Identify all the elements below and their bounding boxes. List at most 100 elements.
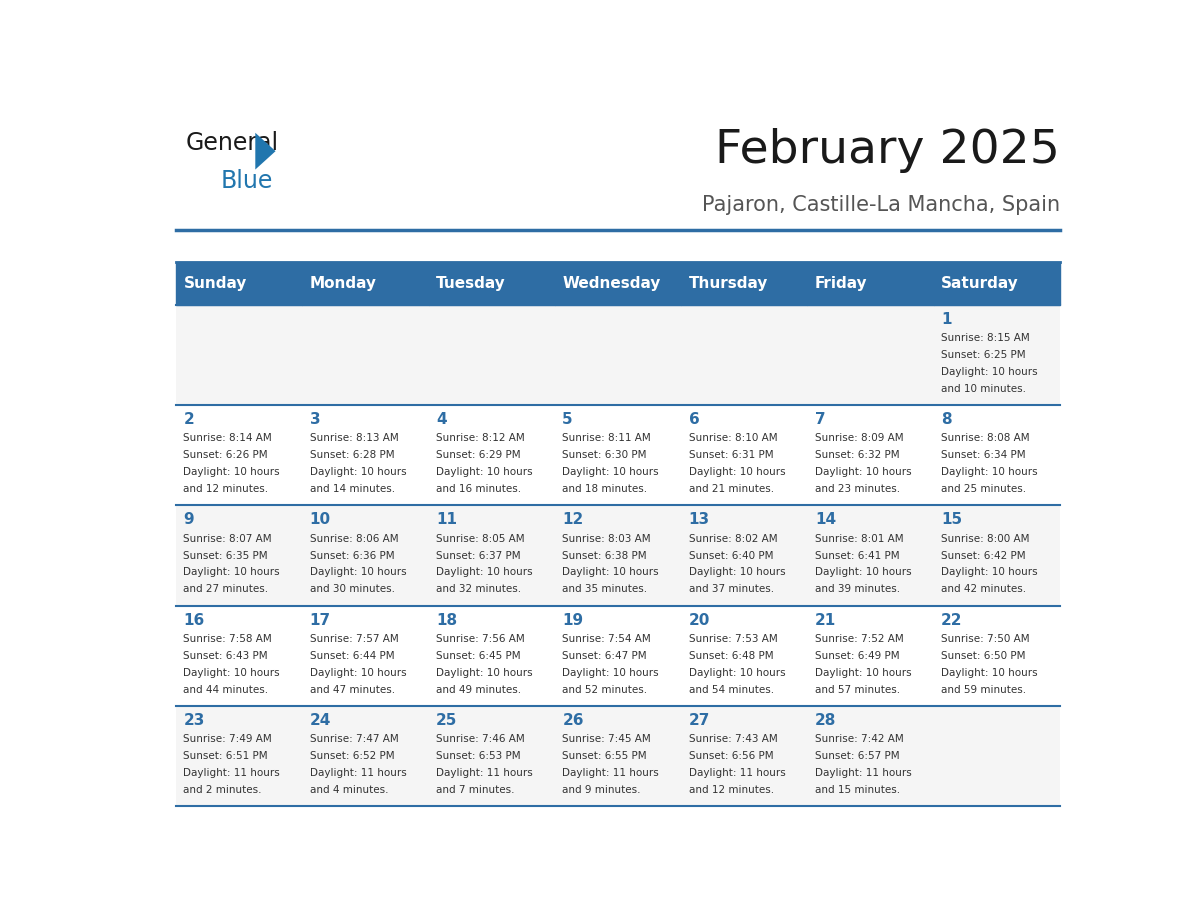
- Text: 9: 9: [183, 512, 194, 527]
- Text: 19: 19: [562, 612, 583, 628]
- Text: Sunset: 6:32 PM: Sunset: 6:32 PM: [815, 450, 899, 460]
- Text: 6: 6: [689, 412, 700, 427]
- Text: Sunset: 6:56 PM: Sunset: 6:56 PM: [689, 751, 773, 761]
- Text: Sunrise: 7:52 AM: Sunrise: 7:52 AM: [815, 634, 904, 644]
- FancyBboxPatch shape: [681, 505, 808, 606]
- Text: 18: 18: [436, 612, 457, 628]
- Text: and 42 minutes.: and 42 minutes.: [941, 585, 1026, 595]
- Text: Wednesday: Wednesday: [562, 275, 661, 291]
- Text: Sunrise: 8:11 AM: Sunrise: 8:11 AM: [562, 433, 651, 443]
- FancyBboxPatch shape: [934, 305, 1060, 405]
- Text: Sunrise: 7:57 AM: Sunrise: 7:57 AM: [310, 634, 398, 644]
- Text: Sunset: 6:45 PM: Sunset: 6:45 PM: [436, 651, 520, 661]
- Text: and 7 minutes.: and 7 minutes.: [436, 785, 514, 795]
- Text: Sunrise: 8:06 AM: Sunrise: 8:06 AM: [310, 533, 398, 543]
- FancyBboxPatch shape: [555, 305, 681, 405]
- Text: Sunrise: 8:02 AM: Sunrise: 8:02 AM: [689, 533, 777, 543]
- Text: Daylight: 10 hours: Daylight: 10 hours: [436, 467, 532, 477]
- FancyBboxPatch shape: [555, 606, 681, 706]
- Text: Sunrise: 7:43 AM: Sunrise: 7:43 AM: [689, 734, 777, 744]
- Text: 24: 24: [310, 713, 331, 728]
- Text: Thursday: Thursday: [689, 275, 767, 291]
- FancyBboxPatch shape: [808, 405, 934, 505]
- Text: Sunrise: 8:14 AM: Sunrise: 8:14 AM: [183, 433, 272, 443]
- Text: Sunrise: 7:58 AM: Sunrise: 7:58 AM: [183, 634, 272, 644]
- Text: Sunrise: 8:05 AM: Sunrise: 8:05 AM: [436, 533, 525, 543]
- Text: Tuesday: Tuesday: [436, 275, 506, 291]
- Text: 7: 7: [815, 412, 826, 427]
- FancyBboxPatch shape: [303, 305, 429, 405]
- Text: 26: 26: [562, 713, 583, 728]
- FancyBboxPatch shape: [681, 263, 808, 305]
- Text: Sunset: 6:34 PM: Sunset: 6:34 PM: [941, 450, 1025, 460]
- Text: Sunset: 6:55 PM: Sunset: 6:55 PM: [562, 751, 647, 761]
- Text: Daylight: 10 hours: Daylight: 10 hours: [310, 567, 406, 577]
- Text: Sunset: 6:41 PM: Sunset: 6:41 PM: [815, 551, 899, 561]
- Text: Daylight: 10 hours: Daylight: 10 hours: [941, 467, 1037, 477]
- Text: General: General: [185, 131, 278, 155]
- Text: Blue: Blue: [220, 169, 273, 193]
- Text: 14: 14: [815, 512, 836, 527]
- FancyBboxPatch shape: [681, 405, 808, 505]
- Text: 22: 22: [941, 612, 962, 628]
- Text: Sunset: 6:29 PM: Sunset: 6:29 PM: [436, 450, 520, 460]
- Text: Sunrise: 8:15 AM: Sunrise: 8:15 AM: [941, 333, 1030, 342]
- Text: and 27 minutes.: and 27 minutes.: [183, 585, 268, 595]
- FancyBboxPatch shape: [808, 706, 934, 806]
- Text: Sunset: 6:38 PM: Sunset: 6:38 PM: [562, 551, 647, 561]
- Text: and 18 minutes.: and 18 minutes.: [562, 484, 647, 494]
- Text: Sunset: 6:25 PM: Sunset: 6:25 PM: [941, 350, 1025, 360]
- Text: Pajaron, Castille-La Mancha, Spain: Pajaron, Castille-La Mancha, Spain: [702, 195, 1060, 215]
- Text: Daylight: 10 hours: Daylight: 10 hours: [941, 567, 1037, 577]
- Text: 28: 28: [815, 713, 836, 728]
- FancyBboxPatch shape: [934, 405, 1060, 505]
- Text: Saturday: Saturday: [941, 275, 1019, 291]
- Text: Daylight: 10 hours: Daylight: 10 hours: [562, 668, 659, 677]
- Text: Sunrise: 7:53 AM: Sunrise: 7:53 AM: [689, 634, 777, 644]
- Text: Sunset: 6:35 PM: Sunset: 6:35 PM: [183, 551, 268, 561]
- Text: Sunset: 6:57 PM: Sunset: 6:57 PM: [815, 751, 899, 761]
- Text: Sunrise: 7:49 AM: Sunrise: 7:49 AM: [183, 734, 272, 744]
- Text: 20: 20: [689, 612, 710, 628]
- Text: Daylight: 10 hours: Daylight: 10 hours: [562, 467, 659, 477]
- Text: 3: 3: [310, 412, 321, 427]
- Text: 16: 16: [183, 612, 204, 628]
- Polygon shape: [255, 133, 276, 170]
- Text: Sunset: 6:30 PM: Sunset: 6:30 PM: [562, 450, 646, 460]
- Text: Daylight: 10 hours: Daylight: 10 hours: [183, 467, 280, 477]
- Text: and 10 minutes.: and 10 minutes.: [941, 384, 1026, 394]
- Text: Daylight: 11 hours: Daylight: 11 hours: [562, 768, 659, 778]
- Text: Sunset: 6:47 PM: Sunset: 6:47 PM: [562, 651, 647, 661]
- FancyBboxPatch shape: [176, 405, 303, 505]
- Text: Sunset: 6:37 PM: Sunset: 6:37 PM: [436, 551, 520, 561]
- Text: and 37 minutes.: and 37 minutes.: [689, 585, 773, 595]
- Text: Daylight: 10 hours: Daylight: 10 hours: [815, 467, 911, 477]
- Text: Daylight: 11 hours: Daylight: 11 hours: [183, 768, 280, 778]
- Text: 23: 23: [183, 713, 204, 728]
- Text: Sunset: 6:49 PM: Sunset: 6:49 PM: [815, 651, 899, 661]
- FancyBboxPatch shape: [681, 606, 808, 706]
- Text: and 44 minutes.: and 44 minutes.: [183, 685, 268, 695]
- Text: Sunrise: 7:42 AM: Sunrise: 7:42 AM: [815, 734, 904, 744]
- FancyBboxPatch shape: [303, 706, 429, 806]
- Text: Sunrise: 8:00 AM: Sunrise: 8:00 AM: [941, 533, 1030, 543]
- Text: Sunrise: 7:45 AM: Sunrise: 7:45 AM: [562, 734, 651, 744]
- Text: Daylight: 11 hours: Daylight: 11 hours: [689, 768, 785, 778]
- Text: Sunset: 6:44 PM: Sunset: 6:44 PM: [310, 651, 394, 661]
- FancyBboxPatch shape: [681, 305, 808, 405]
- Text: and 52 minutes.: and 52 minutes.: [562, 685, 647, 695]
- Text: and 54 minutes.: and 54 minutes.: [689, 685, 773, 695]
- Text: Sunrise: 8:08 AM: Sunrise: 8:08 AM: [941, 433, 1030, 443]
- FancyBboxPatch shape: [808, 606, 934, 706]
- FancyBboxPatch shape: [303, 405, 429, 505]
- Text: and 16 minutes.: and 16 minutes.: [436, 484, 522, 494]
- Text: 1: 1: [941, 311, 952, 327]
- Text: Sunset: 6:43 PM: Sunset: 6:43 PM: [183, 651, 268, 661]
- FancyBboxPatch shape: [176, 305, 303, 405]
- FancyBboxPatch shape: [176, 706, 303, 806]
- FancyBboxPatch shape: [176, 505, 303, 606]
- FancyBboxPatch shape: [555, 505, 681, 606]
- Text: and 35 minutes.: and 35 minutes.: [562, 585, 647, 595]
- FancyBboxPatch shape: [934, 606, 1060, 706]
- FancyBboxPatch shape: [808, 263, 934, 305]
